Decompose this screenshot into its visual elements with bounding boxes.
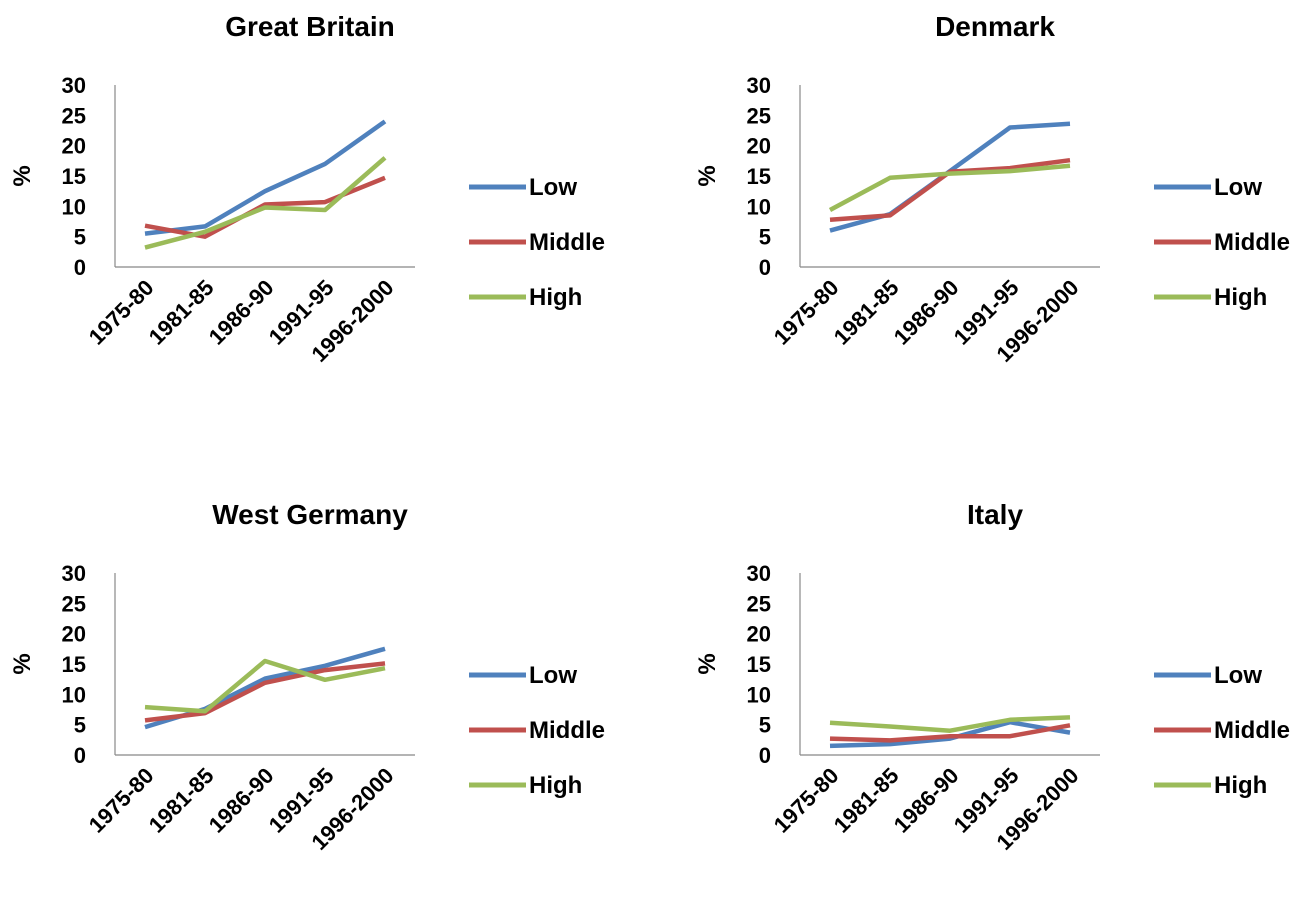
chart-svg: Italy%0510152025301975-801981-851986-901… — [694, 499, 1290, 855]
y-tick-label: 20 — [62, 134, 86, 159]
series-line-low — [144, 119, 387, 236]
legend-label-high: High — [1214, 284, 1267, 311]
y-tick-label: 20 — [747, 622, 771, 647]
chart-title: West Germany — [212, 499, 408, 530]
y-tick-label: 0 — [759, 255, 771, 280]
legend-label-middle: Middle — [529, 229, 605, 256]
x-tick-label: 1975-80 — [84, 763, 159, 838]
x-tick-label: 1981-85 — [829, 763, 904, 838]
series-line-high — [828, 163, 1071, 212]
y-tick-label: 30 — [62, 73, 86, 98]
y-tick-label: 25 — [62, 591, 86, 616]
chart-great-britain: Great Britain% 0 5 10 15 20 25 30 1975-80 1981-85… — [0, 0, 630, 410]
y-tick-label: 5 — [74, 713, 86, 738]
legend-label-middle: Middle — [1214, 229, 1290, 256]
y-axis-label: % — [694, 653, 721, 674]
y-tick-label: 10 — [62, 194, 86, 219]
chart-svg: Great Britain% 0 5 10 15 20 25 30 1975-801981-85… — [9, 11, 605, 367]
chart-title: Denmark — [935, 11, 1055, 42]
legend-label-low: Low — [1214, 174, 1262, 201]
y-tick-label: 15 — [62, 164, 86, 189]
y-tick-label: 30 — [62, 561, 86, 586]
x-tick-label: 1981-85 — [144, 763, 219, 838]
x-tick-label: 1981-85 — [829, 275, 904, 350]
series-line-low — [829, 719, 1071, 749]
y-tick-label: 5 — [74, 225, 86, 250]
legend-label-high: High — [529, 772, 582, 799]
chart-title: Italy — [967, 499, 1023, 530]
x-tick-label: 1975-80 — [84, 275, 159, 350]
legend-label-low: Low — [529, 174, 577, 201]
y-tick-label: 0 — [74, 255, 86, 280]
y-tick-label: 30 — [747, 561, 771, 586]
series-line-high — [829, 715, 1071, 733]
y-tick-label: 25 — [747, 591, 771, 616]
chart-denmark: Denmark% 0 5 10 15 20 25 30 1975-80 1981-85 1986-9… — [685, 0, 1315, 410]
series-line-middle — [829, 723, 1071, 743]
legend-label-high: High — [1214, 772, 1267, 799]
x-tick-label: 1986-90 — [889, 763, 964, 838]
y-tick-label: 25 — [747, 103, 771, 128]
x-tick-label: 1975-80 — [769, 763, 844, 838]
chart-svg: Denmark% 0 5 10 15 20 25 30 1975-801981-851986-9… — [694, 11, 1290, 367]
y-tick-label: 10 — [62, 682, 86, 707]
y-tick-label: 5 — [759, 225, 771, 250]
y-tick-label: 15 — [747, 652, 771, 677]
y-tick-label: 15 — [62, 652, 86, 677]
y-tick-label: 10 — [747, 682, 771, 707]
y-tick-label: 25 — [62, 103, 86, 128]
x-tick-label: 1986-90 — [889, 275, 964, 350]
y-tick-label: 15 — [747, 164, 771, 189]
series-line-high — [144, 658, 386, 714]
y-tick-label: 20 — [62, 622, 86, 647]
x-tick-label: 1986-90 — [204, 763, 279, 838]
y-tick-label: 10 — [747, 194, 771, 219]
y-axis-label: % — [694, 165, 721, 186]
y-tick-label: 20 — [747, 134, 771, 159]
legend-label-middle: Middle — [529, 717, 605, 744]
y-axis-label: % — [9, 165, 36, 186]
y-tick-label: 0 — [74, 743, 86, 768]
y-tick-label: 30 — [747, 73, 771, 98]
legend-label-high: High — [529, 284, 582, 311]
legend-label-low: Low — [1214, 662, 1262, 689]
chart-svg: West Germany% 0 5 10 15 20 25 30 1975-801981-851… — [9, 499, 605, 855]
y-tick-label: 5 — [759, 713, 771, 738]
chart-title: Great Britain — [225, 11, 395, 42]
x-tick-label: 1975-80 — [769, 275, 844, 350]
chart-italy: Italy% 0 5 10 15 20 25 30 1975-80 1981-85 1986-90 1… — [685, 488, 1315, 898]
y-axis-label: % — [9, 653, 36, 674]
x-tick-label: 1986-90 — [204, 275, 279, 350]
chart-west-germany: West Germany% 0 5 10 15 20 25 30 1975-80 1981-85 1… — [0, 488, 630, 898]
legend-label-middle: Middle — [1214, 717, 1290, 744]
series-line-high — [144, 156, 387, 250]
x-tick-label: 1981-85 — [144, 275, 219, 350]
series-line-middle — [144, 661, 386, 723]
series-line-low — [829, 121, 1071, 233]
y-tick-label: 0 — [759, 743, 771, 768]
legend-label-low: Low — [529, 662, 577, 689]
